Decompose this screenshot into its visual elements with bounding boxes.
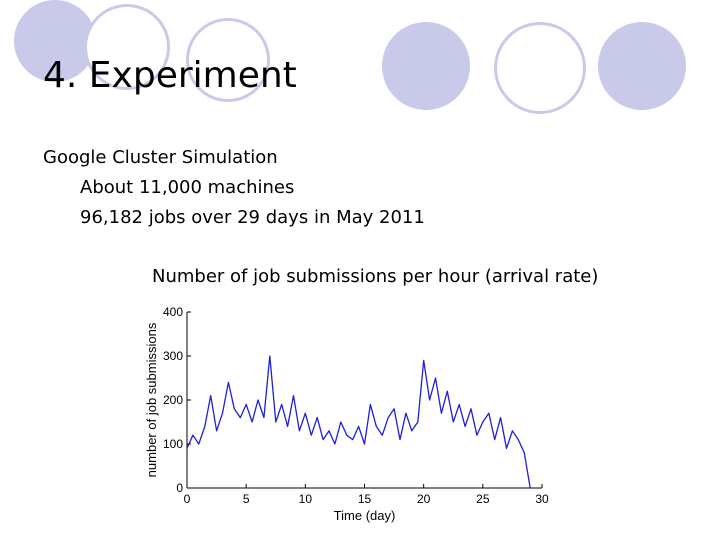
y-tick-label: 300 [163, 349, 183, 363]
bullet-sub-jobs: 96,182 jobs over 29 days in May 2011 [80, 207, 425, 228]
y-tick-label: 200 [163, 393, 183, 407]
x-tick-label: 5 [243, 492, 250, 506]
x-tick-label: 20 [417, 492, 431, 506]
bullet-sub-machines: About 11,000 machines [80, 177, 295, 198]
x-tick-label: 10 [299, 492, 313, 506]
x-tick-label: 0 [184, 492, 191, 506]
decorative-ring [494, 22, 586, 114]
y-tick-label: 100 [163, 437, 183, 451]
x-tick-label: 25 [476, 492, 490, 506]
series-line-0 [186, 355, 531, 489]
bullet-main: Google Cluster Simulation [43, 147, 278, 168]
y-tick-label: 0 [176, 481, 183, 495]
x-tick-label: 15 [358, 492, 372, 506]
x-axis-label: Time (day) [334, 508, 396, 523]
decorative-circle [598, 22, 686, 110]
y-tick-label: 400 [163, 305, 183, 319]
x-tick-label: 30 [535, 492, 549, 506]
decorative-ring [186, 18, 270, 102]
decorative-circle [382, 22, 470, 110]
chart-caption: Number of job submissions per hour (arri… [152, 266, 599, 287]
y-axis-label: number of job submissions [144, 322, 159, 477]
decorative-circle [14, 0, 96, 82]
slide-title: 4. Experiment [43, 55, 297, 96]
decorative-ring [84, 4, 170, 90]
arrival-rate-chart: 0 100 200 300 400 0 5 10 15 20 25 30 Time (day) numbe… [144, 305, 549, 523]
